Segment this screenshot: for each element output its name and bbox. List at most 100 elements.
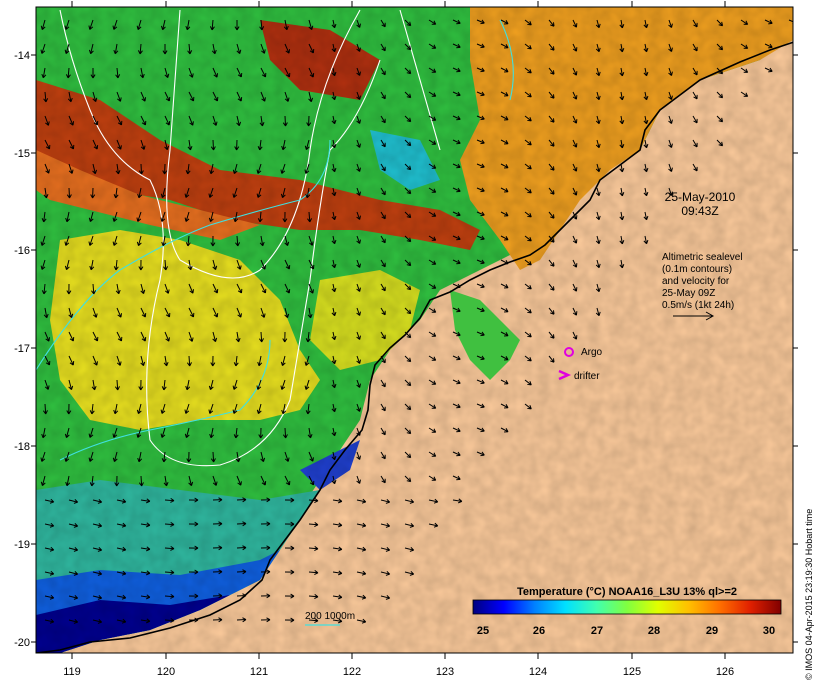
velocity-arrow	[428, 475, 437, 481]
velocity-arrow	[331, 427, 337, 437]
velocity-arrow	[619, 115, 625, 125]
velocity-arrow	[210, 451, 216, 463]
velocity-arrow	[308, 451, 314, 462]
velocity-arrow	[740, 43, 749, 49]
velocity-arrow	[548, 91, 555, 99]
velocity-arrow	[92, 498, 103, 504]
velocity-arrow	[188, 545, 199, 551]
velocity-arrow	[356, 187, 361, 196]
velocity-arrow	[380, 19, 386, 28]
velocity-arrow	[236, 497, 247, 503]
velocity-arrow	[44, 163, 50, 174]
velocity-arrow	[164, 545, 175, 551]
velocity-arrow	[208, 403, 214, 414]
velocity-arrow	[500, 427, 509, 433]
velocity-arrow	[500, 115, 509, 121]
velocity-arrow	[308, 259, 315, 270]
velocity-arrow	[452, 187, 461, 193]
velocity-arrow	[524, 403, 532, 410]
velocity-arrow	[524, 187, 532, 194]
velocity-arrow	[452, 379, 461, 385]
velocity-arrow	[692, 91, 698, 100]
velocity-arrow	[404, 163, 412, 171]
bathymetry-label: 200 1000m	[305, 611, 355, 622]
velocity-arrow	[692, 67, 698, 76]
velocity-arrow	[184, 427, 190, 439]
velocity-arrow	[380, 139, 386, 148]
velocity-arrow	[476, 283, 485, 289]
velocity-arrow	[404, 187, 412, 195]
velocity-arrow	[136, 235, 142, 247]
velocity-arrow	[163, 475, 169, 487]
velocity-arrow	[208, 211, 214, 223]
velocity-arrow	[162, 163, 168, 175]
x-axis: 119 120 121 122 123 124 125 126	[63, 1, 734, 678]
velocity-arrow	[257, 211, 263, 223]
velocity-arrow	[356, 283, 361, 292]
velocity-arrow	[188, 617, 199, 623]
argo-label: Argo	[581, 347, 603, 358]
velocity-arrow	[140, 283, 146, 295]
velocity-arrow	[476, 379, 485, 385]
velocity-arrow	[331, 283, 337, 293]
velocity-arrow	[428, 187, 437, 193]
velocity-arrow	[404, 355, 412, 363]
velocity-arrow	[308, 19, 314, 30]
velocity-arrow	[260, 545, 271, 551]
velocity-arrow	[116, 91, 122, 102]
velocity-arrow	[476, 163, 485, 169]
velocity-arrow	[331, 91, 337, 101]
velocity-arrow	[740, 67, 749, 73]
velocity-arrow	[404, 427, 412, 435]
velocity-arrow	[284, 67, 291, 78]
velocity-arrow	[164, 139, 170, 151]
x-tick-121: 121	[250, 666, 268, 678]
velocity-arrow	[42, 403, 48, 415]
velocity-arrow	[140, 498, 151, 504]
velocity-arrow	[234, 139, 240, 151]
velocity-arrow	[164, 67, 170, 78]
y-tick-16: -16	[14, 245, 30, 257]
velocity-arrow	[212, 617, 223, 623]
velocity-arrow	[138, 163, 144, 175]
velocity-arrow	[260, 593, 271, 599]
velocity-arrow	[41, 283, 47, 295]
velocity-arrow	[524, 139, 532, 146]
velocity-arrow	[256, 163, 262, 174]
velocity-arrow	[116, 498, 127, 504]
velocity-arrow	[380, 403, 386, 412]
velocity-arrow	[380, 547, 391, 552]
velocity-arrow	[404, 43, 412, 51]
velocity-arrow	[212, 593, 223, 599]
velocity-arrow	[140, 307, 147, 318]
velocity-arrow	[572, 259, 578, 268]
velocity-arrow	[619, 139, 625, 149]
velocity-arrow	[572, 19, 578, 28]
velocity-arrow	[260, 259, 266, 270]
velocity-arrow	[428, 115, 437, 121]
velocity-arrow	[380, 475, 386, 484]
velocity-arrow	[692, 115, 698, 124]
velocity-arrow	[188, 67, 194, 78]
velocity-arrow	[332, 498, 343, 504]
velocity-arrow	[380, 307, 386, 316]
velocity-arrow	[66, 403, 72, 415]
velocity-arrow	[138, 475, 144, 487]
velocity-arrow	[692, 163, 698, 172]
velocity-arrow	[236, 593, 247, 599]
velocity-arrow	[209, 19, 215, 31]
velocity-arrow	[380, 67, 386, 76]
velocity-arrow	[210, 355, 216, 367]
velocity-arrow	[716, 91, 724, 99]
velocity-arrow	[258, 331, 264, 343]
velocity-arrow	[524, 283, 532, 290]
velocity-arrow	[305, 331, 311, 343]
velocity-arrow	[380, 427, 386, 436]
velocity-arrow	[162, 43, 168, 55]
velocity-arrow	[331, 163, 337, 173]
velocity-arrow	[331, 19, 337, 29]
velocity-arrow	[619, 187, 625, 197]
velocity-arrow	[524, 115, 532, 122]
velocity-arrow	[64, 451, 70, 462]
velocity-arrow	[188, 497, 199, 503]
